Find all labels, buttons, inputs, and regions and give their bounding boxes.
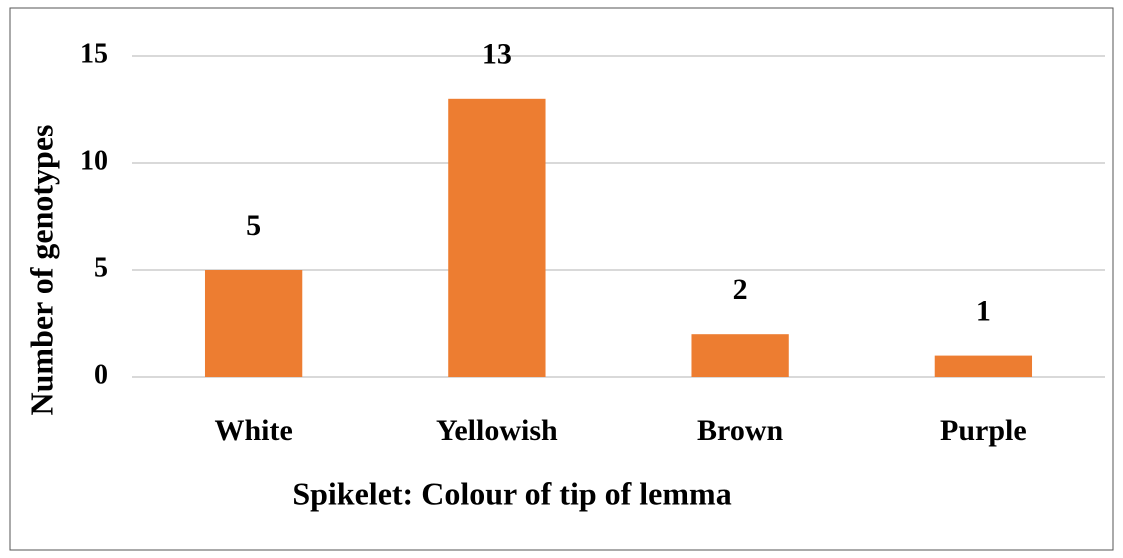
bar xyxy=(448,98,546,378)
x-tick-label: Purple xyxy=(940,414,1027,447)
bar xyxy=(934,355,1033,377)
x-axis-title: Spikelet: Colour of tip of lemma xyxy=(292,475,731,511)
data-label: 1 xyxy=(976,294,991,327)
bar xyxy=(204,270,303,377)
x-tick-label: Yellowish xyxy=(436,414,558,447)
data-label: 2 xyxy=(733,273,748,306)
y-tick-label: 15 xyxy=(80,38,108,69)
y-tick-label: 5 xyxy=(94,252,108,283)
x-tick-label: White xyxy=(214,414,292,447)
frame xyxy=(9,7,1114,551)
bar xyxy=(691,334,789,377)
data-label: 13 xyxy=(482,38,512,71)
y-tick-label: 10 xyxy=(80,145,108,176)
x-tick-label: Brown xyxy=(697,414,783,447)
y-axis-title: Number of genotypes xyxy=(23,125,59,416)
y-tick-label: 0 xyxy=(94,359,108,390)
data-label: 5 xyxy=(246,209,261,242)
